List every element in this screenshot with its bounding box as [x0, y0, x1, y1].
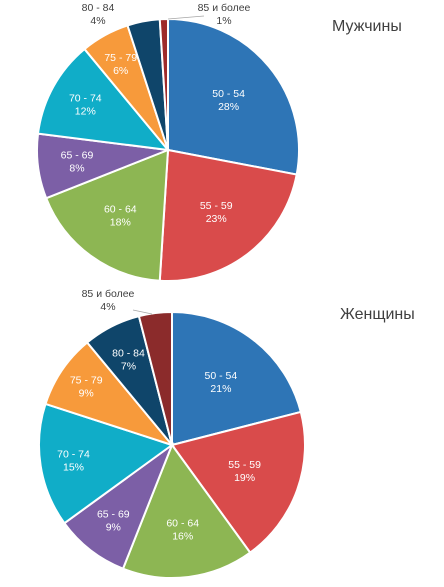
chart-title-men: Мужчины [332, 18, 402, 35]
pie-slice-women-8 [137, 310, 173, 446]
slice-label-men-6: 75 - 79 6% [104, 52, 137, 77]
pie-slice-men-1 [167, 17, 300, 176]
pie-slice-men-2 [158, 148, 298, 282]
slice-label-women-5: 70 - 74 15% [57, 449, 90, 474]
slice-label-women-2: 55 - 59 19% [228, 459, 261, 484]
slice-label-men-4: 65 - 69 8% [61, 150, 94, 175]
chart-title-women: Женщины [340, 306, 415, 323]
pie-slice-women-2 [170, 410, 306, 554]
leader-line-men-8 [167, 15, 205, 20]
pie-slice-women-5 [38, 402, 175, 525]
pie-slice-women-1 [171, 310, 303, 447]
leader-line-women-8 [132, 309, 153, 315]
pie-slice-women-3 [121, 442, 252, 579]
slice-label-women-7: 80 - 84 7% [112, 348, 145, 373]
slice-label-women-4: 65 - 69 9% [97, 509, 130, 534]
slice-label-women-3: 60 - 64 16% [166, 517, 199, 542]
slice-label-men-1: 50 - 54 28% [212, 88, 245, 113]
pie-chart-men: 50 - 54 28% 55 - 59 23% 60 - 64 18% 65 - 69 8% 7… [36, 2, 300, 282]
slice-label-women-8: 85 и более 4% [82, 288, 135, 313]
pie-slice-men-5 [36, 47, 171, 152]
slice-label-men-8: 85 и более 1% [198, 2, 251, 27]
pie-chart-women: 50 - 54 21% 55 - 59 19% 60 - 64 16% 65 - 69 9% 7… [38, 288, 306, 579]
slice-label-men-3: 60 - 64 18% [104, 204, 137, 229]
slice-label-women-1: 50 - 54 21% [205, 370, 238, 395]
pie-slice-men-3 [44, 148, 170, 282]
slice-label-women-6: 75 - 79 9% [70, 375, 103, 400]
slice-label-men-2: 55 - 59 23% [200, 200, 233, 225]
slice-label-men-7: 80 - 84 4% [82, 2, 115, 27]
pie-slice-men-8 [158, 17, 169, 151]
slice-label-men-5: 70 - 74 12% [69, 93, 102, 118]
